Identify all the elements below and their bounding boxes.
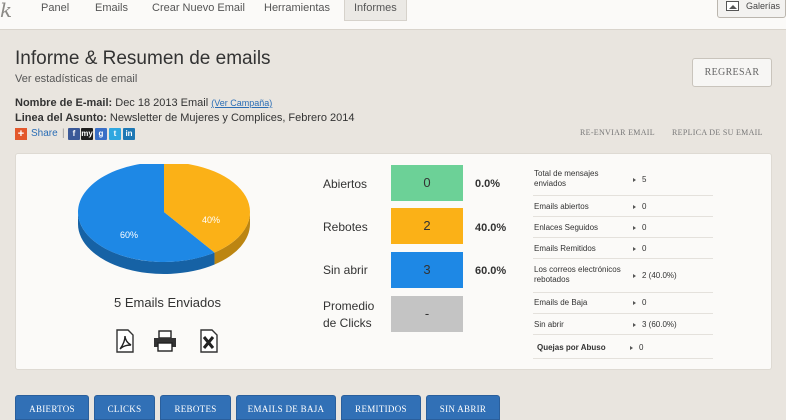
stat-box-rebotes[interactable]: 2 xyxy=(391,208,463,244)
arrow-right-icon xyxy=(633,226,636,230)
logo[interactable]: k xyxy=(0,0,13,22)
stat-pct-rebotes: 40.0% xyxy=(475,222,507,234)
page-title: Informe & Resumen de emails xyxy=(15,48,271,69)
stat-label-abiertos: Abiertos xyxy=(323,177,368,191)
image-icon xyxy=(726,1,739,11)
replica-email-link[interactable]: REPLICA DE SU EMAIL xyxy=(672,128,763,137)
nav-informes[interactable]: Informes xyxy=(344,0,407,21)
arrow-right-icon xyxy=(633,205,636,209)
stat-label-promedio-clicks: Promedio de Clicks xyxy=(323,299,375,330)
excel-export-icon[interactable] xyxy=(196,329,222,353)
side-stat-label: Total de mensajes enviados xyxy=(534,169,599,188)
side-stat-label: Los correos electrónicos rebotados xyxy=(534,265,621,284)
side-stat-label: Emails de Baja xyxy=(534,298,588,307)
top-nav-bar: k Panel Emails Crear Nuevo Email Herrami… xyxy=(0,0,786,30)
print-icon[interactable] xyxy=(152,329,178,353)
view-campaign-link[interactable]: (Ver Campaña) xyxy=(211,98,273,108)
side-stat-row: Los correos electrónicos rebotados 2 (40… xyxy=(533,259,713,293)
subject-label: Linea del Asunto: xyxy=(15,112,107,124)
side-stat-value: 0 xyxy=(633,244,646,254)
side-stat-row: Enlaces Seguidos 0 xyxy=(533,217,713,238)
pie-slice-60 xyxy=(77,162,215,262)
email-name-label: Nombre de E-mail: xyxy=(15,97,113,109)
side-stat-value: 0 xyxy=(633,298,646,308)
side-stat-row: Emails de Baja 0 xyxy=(533,293,713,314)
subject-line: Linea del Asunto: Newsletter de Mujeres … xyxy=(15,112,354,124)
side-stat-label: Sin abrir xyxy=(534,320,564,329)
tab-remitidos[interactable]: REMITIDOS xyxy=(341,395,421,420)
pie-chart: 60% 40% xyxy=(77,162,250,286)
side-stat-value: 0 xyxy=(633,202,646,212)
nav-emails[interactable]: Emails xyxy=(95,2,129,14)
twitter-icon[interactable]: t xyxy=(109,128,121,140)
side-stat-label: Emails abiertos xyxy=(534,202,589,211)
side-stat-value: 3 (60.0%) xyxy=(633,320,677,330)
reenviar-email-link[interactable]: RE-ENVIAR EMAIL xyxy=(580,128,655,137)
pie-label-40: 40% xyxy=(202,215,220,225)
pdf-export-icon[interactable] xyxy=(112,329,138,353)
nav-crear-nuevo-email[interactable]: Crear Nuevo Email xyxy=(152,2,245,14)
stat-label-sin-abrir: Sin abrir xyxy=(323,263,368,277)
report-panel: 60% 40% 5 Emails Enviados Abiertos 0 0.0… xyxy=(15,153,772,370)
pie-slice-side-60 xyxy=(78,212,215,274)
arrow-right-icon xyxy=(633,178,636,182)
pie-chart-svg: 60% 40% xyxy=(77,162,250,274)
galerias-label: Galerías xyxy=(746,1,781,11)
side-stat-row: Sin abrir 3 (60.0%) xyxy=(533,314,713,335)
side-stat-row: Total de mensajes enviados 5 xyxy=(533,166,713,196)
share-link[interactable]: Share xyxy=(31,128,58,139)
nav-herramientas[interactable]: Herramientas xyxy=(264,2,331,14)
myspace-icon[interactable]: my xyxy=(81,128,93,140)
stat-box-promedio-clicks[interactable]: - xyxy=(391,296,463,332)
stat-pct-abiertos: 0.0% xyxy=(475,178,501,190)
side-stat-row: Emails Remitidos 0 xyxy=(533,238,713,259)
tab-rebotes[interactable]: REBOTES xyxy=(160,395,231,420)
stat-box-abiertos[interactable]: 0 xyxy=(391,165,463,201)
side-stat-value: 2 (40.0%) xyxy=(633,271,677,281)
arrow-right-icon xyxy=(633,301,636,305)
email-name-line: Nombre de E-mail: Dec 18 2013 Email (Ver… xyxy=(15,97,272,109)
arrow-right-icon xyxy=(633,247,636,251)
subject-value: Newsletter de Mujeres y Complices, Febre… xyxy=(106,112,355,124)
tab-abiertos[interactable]: ABIERTOS xyxy=(15,395,89,420)
tab-clicks[interactable]: CLICKS xyxy=(94,395,155,420)
share-plus-icon[interactable]: + xyxy=(15,128,27,140)
side-stat-value: 0 xyxy=(633,223,646,233)
linkedin-icon[interactable]: in xyxy=(123,128,135,140)
facebook-icon[interactable]: f xyxy=(68,128,80,140)
stat-box-sin-abrir[interactable]: 3 xyxy=(391,252,463,288)
stat-label-rebotes: Rebotes xyxy=(323,220,368,234)
side-stat-row: Emails abiertos 0 xyxy=(533,196,713,217)
regresar-button[interactable]: REGRESAR xyxy=(692,58,772,87)
share-separator: | xyxy=(62,128,65,139)
tab-emails-de-baja[interactable]: EMAILS DE BAJA xyxy=(236,395,336,420)
email-name-value: Dec 18 2013 Email xyxy=(112,97,212,109)
stat-pct-sin-abrir: 60.0% xyxy=(475,265,507,277)
page-subtitle: Ver estadísticas de email xyxy=(15,73,138,85)
emails-sent-count: 5 Emails Enviados xyxy=(114,295,221,310)
side-stat-value: 0 xyxy=(630,343,643,353)
side-stat-label: Emails Remitidos xyxy=(534,244,596,253)
arrow-right-icon xyxy=(633,323,636,327)
pie-label-60: 60% xyxy=(120,230,138,240)
google-icon[interactable]: g xyxy=(95,128,107,140)
pie-slice-side-40 xyxy=(214,212,250,265)
arrow-right-icon xyxy=(633,274,636,278)
side-stat-row: Quejas por Abuso 0 xyxy=(533,335,713,359)
nav-panel[interactable]: Panel xyxy=(41,2,70,14)
side-stat-label: Enlaces Seguidos xyxy=(534,223,599,232)
tab-sin-abrir[interactable]: SIN ABRIR xyxy=(426,395,500,420)
pie-slice-40 xyxy=(164,162,250,253)
side-stat-value: 5 xyxy=(633,175,646,185)
arrow-right-icon xyxy=(630,346,633,350)
galerias-button[interactable]: Galerías xyxy=(717,0,786,18)
side-stat-label: Quejas por Abuso xyxy=(537,343,606,352)
